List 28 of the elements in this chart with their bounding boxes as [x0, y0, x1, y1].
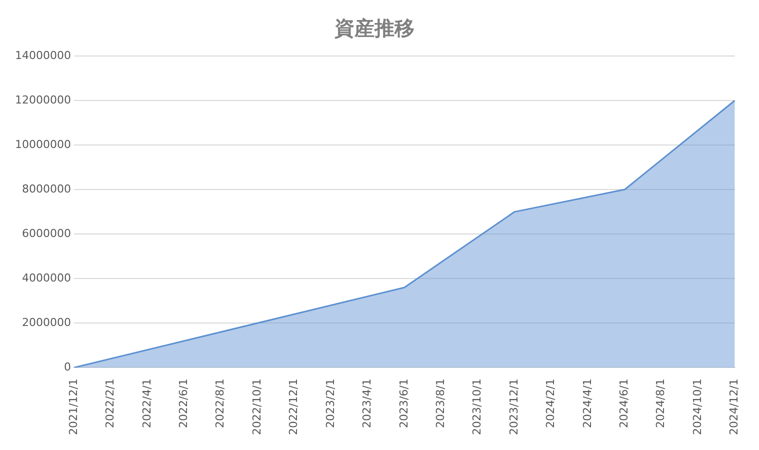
x-tick-label: 2023/2/1 — [324, 378, 337, 428]
x-tick-label: 2022/12/1 — [287, 378, 300, 436]
x-tick-label: 2023/8/1 — [434, 378, 447, 428]
x-tick-label: 2023/6/1 — [397, 378, 410, 428]
y-tick-label: 12000000 — [14, 93, 71, 106]
x-tick-label: 2024/10/1 — [690, 378, 704, 436]
y-tick-label: 4000000 — [22, 271, 71, 284]
x-tick-label: 2023/10/1 — [470, 378, 484, 436]
x-tick-label: 2024/12/1 — [728, 378, 741, 436]
x-tick-label: 2022/8/1 — [214, 378, 227, 428]
y-tick-label: 6000000 — [22, 226, 71, 240]
x-tick-label: 2022/10/1 — [250, 378, 264, 436]
x-tick-label: 2024/8/1 — [654, 378, 668, 428]
x-tick-label: 2022/2/1 — [104, 378, 117, 428]
y-tick-label: 10000000 — [14, 138, 71, 151]
x-tick-label: 2023/4/1 — [360, 378, 374, 428]
x-tick-label: 2024/6/1 — [618, 378, 631, 428]
x-tick-label: 2024/4/1 — [580, 378, 594, 428]
x-tick-label: 2021/12/1 — [66, 378, 80, 436]
chart-title: 資産推移 — [334, 16, 414, 40]
y-tick-label: 0 — [64, 360, 71, 374]
x-tick-label: 2024/2/1 — [544, 378, 558, 428]
y-tick-label: 14000000 — [14, 48, 71, 62]
x-tick-label: 2023/12/1 — [507, 378, 520, 436]
x-tick-label: 2022/6/1 — [176, 378, 190, 428]
x-tick-label: 2022/4/1 — [140, 378, 154, 428]
y-tick-label: 8000000 — [22, 182, 71, 196]
y-tick-label: 2000000 — [22, 316, 71, 329]
